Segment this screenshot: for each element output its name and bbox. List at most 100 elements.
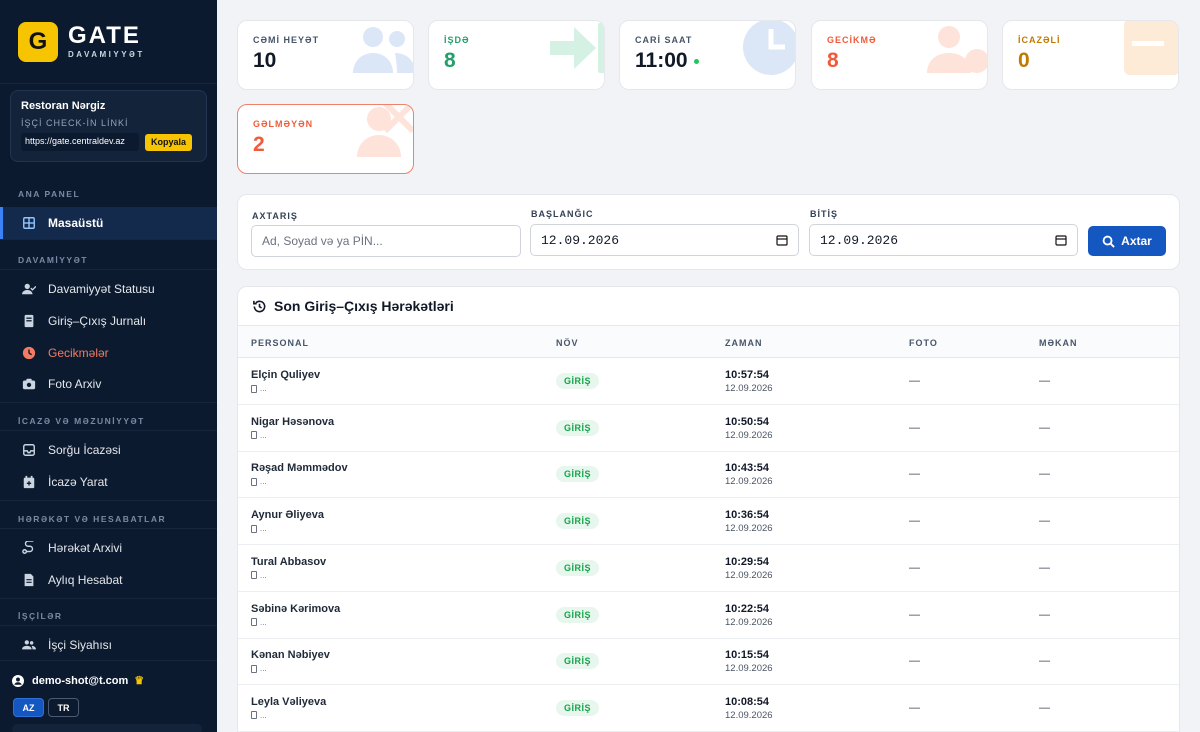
table-row[interactable]: Tural Abbasov... GİRİŞ 10:29:54 12.09.2026 —…	[238, 545, 1179, 592]
table-row[interactable]: Səbinə Kərimova... GİRİŞ 10:22:54 12.09.202…	[238, 592, 1179, 639]
stat-card-current-time[interactable]: CARİ SAAT 11:00	[619, 20, 796, 90]
column-header-photo[interactable]: FOTO	[909, 338, 938, 348]
stat-card-absent[interactable]: GƏLMƏYƏN 2	[237, 104, 414, 174]
start-date-value: 12.09.2026	[541, 232, 620, 248]
stat-card-delays[interactable]: GECİKMƏ 8	[811, 20, 988, 90]
stat-label: CARİ SAAT	[635, 35, 693, 45]
employee-name[interactable]: Tural Abbasov	[251, 555, 327, 568]
table-row[interactable]: Elçin Quliyev... GİRİŞ 10:57:54 12.09.2026 —…	[238, 358, 1179, 405]
user-check-icon	[22, 282, 36, 296]
entry-date: 12.09.2026	[725, 616, 773, 628]
stat-card-at-work[interactable]: İŞDƏ 8	[428, 20, 605, 90]
photo-cell: —	[909, 468, 920, 481]
employee-name[interactable]: Elçin Quliyev	[251, 369, 321, 381]
nav-section-movements: HƏRƏKƏT VƏ HESABATLAR	[18, 514, 167, 524]
device-info: ...	[251, 664, 267, 673]
table-row[interactable]: Rəşad Məmmədov... GİRİŞ 10:43:54 12.09.2026…	[238, 451, 1179, 499]
table-row[interactable]: Aynur Əliyeva... GİRİŞ 10:36:54 12.09.2026 —…	[238, 498, 1179, 546]
brand-logo: G	[18, 21, 58, 62]
table-row[interactable]: Kənan Nəbiyev... GİRİŞ 10:15:54 12.09.2026 —…	[238, 638, 1179, 686]
device-text: ...	[260, 570, 267, 580]
sidebar-item-label: Masaüstü	[48, 216, 104, 230]
checkin-link-field[interactable]: https://gate.centraldev.az	[21, 133, 139, 151]
device-text: ...	[260, 477, 267, 487]
table-header: PERSONAL NÖV ZAMAN FOTO MƏKAN	[238, 325, 1179, 358]
lang-tr-button[interactable]: TR	[48, 698, 79, 717]
entry-date: 12.09.2026	[725, 476, 773, 488]
sidebar-item-create-permission[interactable]: İcazə Yarat	[0, 466, 217, 498]
phone-icon	[251, 384, 257, 393]
table-row[interactable]: Leyla Vəliyeva... GİRİŞ 10:08:54 12.09.2026…	[238, 685, 1179, 732]
photo-cell: —	[909, 375, 920, 387]
nav-section-permissions: İCAZƏ VƏ MƏZUNİYYƏT	[18, 416, 145, 426]
photo-cell: —	[909, 421, 920, 434]
route-icon	[22, 541, 36, 555]
calendar-icon[interactable]	[1055, 234, 1067, 246]
search-button[interactable]: Axtar	[1088, 226, 1166, 256]
employee-name[interactable]: Nigar Həsənova	[251, 415, 335, 428]
search-icon	[1102, 235, 1115, 248]
entry-type-badge: GİRİŞ	[556, 373, 600, 389]
company-name: Restoran Nərgiz	[21, 100, 106, 112]
location-cell: —	[1039, 701, 1050, 714]
entry-date: 12.09.2026	[725, 429, 773, 441]
end-date-field[interactable]: 12.09.2026	[809, 224, 1078, 256]
employee-name[interactable]: Kənan Nəbiyev	[251, 649, 330, 662]
device-info: ...	[251, 618, 267, 627]
arrow-in-icon	[550, 23, 604, 73]
calendar-icon[interactable]	[776, 234, 788, 246]
sidebar-item-delays[interactable]: Gecikmələr	[0, 337, 217, 369]
clock-icon	[22, 346, 36, 360]
sidebar-item-request-permission[interactable]: Sorğu İcazəsi	[0, 434, 217, 466]
device-text: ...	[260, 617, 267, 627]
stat-card-total-staff[interactable]: CƏMİ HEYƏT 10	[237, 20, 414, 90]
device-info: ...	[251, 711, 267, 720]
sidebar-item-movement-archive[interactable]: Hərəkət Arxivi	[0, 532, 217, 564]
stat-value: 11:00	[635, 49, 780, 73]
entry-type-badge: GİRİŞ	[556, 559, 600, 576]
employee-name[interactable]: Rəşad Məmmədov	[251, 462, 348, 475]
brand[interactable]: G GATE DAVAMIYYƏT	[0, 0, 217, 84]
sidebar-item-entry-log[interactable]: Giriş–Çıxış Jurnalı	[0, 305, 217, 337]
sidebar-item-monthly-report[interactable]: Aylıq Hesabat	[0, 564, 217, 596]
lang-az-button[interactable]: AZ	[13, 698, 44, 717]
device-text: ...	[260, 524, 267, 534]
sidebar-item-photo-archive[interactable]: Foto Arxiv	[0, 368, 217, 400]
column-header-type[interactable]: NÖV	[556, 338, 579, 348]
location-cell: —	[1039, 515, 1050, 528]
stat-label: İŞDƏ	[444, 35, 470, 45]
device-info: ...	[251, 431, 267, 440]
employee-name[interactable]: Səbinə Kərimova	[251, 602, 341, 615]
sidebar-item-dashboard[interactable]: Masaüstü	[0, 207, 217, 239]
photo-cell: —	[909, 515, 920, 528]
table-row[interactable]: Nigar Həsənova... GİRİŞ 10:50:54 12.09.2026…	[238, 405, 1179, 452]
stat-card-permitted[interactable]: İCAZƏLİ 0	[1002, 20, 1179, 90]
phone-icon	[251, 618, 257, 626]
sidebar-item-employee-list[interactable]: İşçi Siyahısı	[0, 629, 217, 661]
user-email: demo-shot@t.com	[32, 674, 129, 687]
users-icon	[353, 27, 413, 73]
start-date-field[interactable]: 12.09.2026	[530, 224, 799, 256]
sidebar-item-attendance-status[interactable]: Davamiyyət Statusu	[0, 273, 217, 305]
phone-icon	[251, 431, 257, 440]
sidebar-footer-bar	[12, 724, 202, 732]
column-header-time[interactable]: ZAMAN	[725, 338, 763, 348]
column-header-location[interactable]: MƏKAN	[1039, 338, 1078, 348]
entry-time: 10:57:54	[725, 369, 770, 381]
location-cell: —	[1039, 655, 1050, 668]
copy-link-button[interactable]: Kopyala	[145, 133, 193, 151]
search-input[interactable]	[251, 225, 521, 257]
entry-type-badge: GİRİŞ	[556, 419, 600, 436]
sidebar-item-label: Foto Arxiv	[48, 377, 102, 391]
employee-name[interactable]: Leyla Vəliyeva	[251, 695, 327, 708]
employee-name[interactable]: Aynur Əliyeva	[251, 509, 324, 522]
grid-icon	[22, 216, 36, 230]
entry-date: 12.09.2026	[725, 709, 773, 721]
device-info: ...	[251, 477, 267, 486]
user-account[interactable]: demo-shot@t.com ♛	[12, 674, 144, 687]
device-text: ...	[260, 430, 267, 440]
phone-icon	[251, 571, 257, 580]
checkin-link-label: İŞÇİ CHECK-İN LİNKİ	[21, 118, 129, 128]
sidebar: G GATE DAVAMIYYƏT Restoran Nərgiz İŞÇİ C…	[0, 0, 217, 732]
column-header-personal[interactable]: PERSONAL	[251, 338, 310, 348]
